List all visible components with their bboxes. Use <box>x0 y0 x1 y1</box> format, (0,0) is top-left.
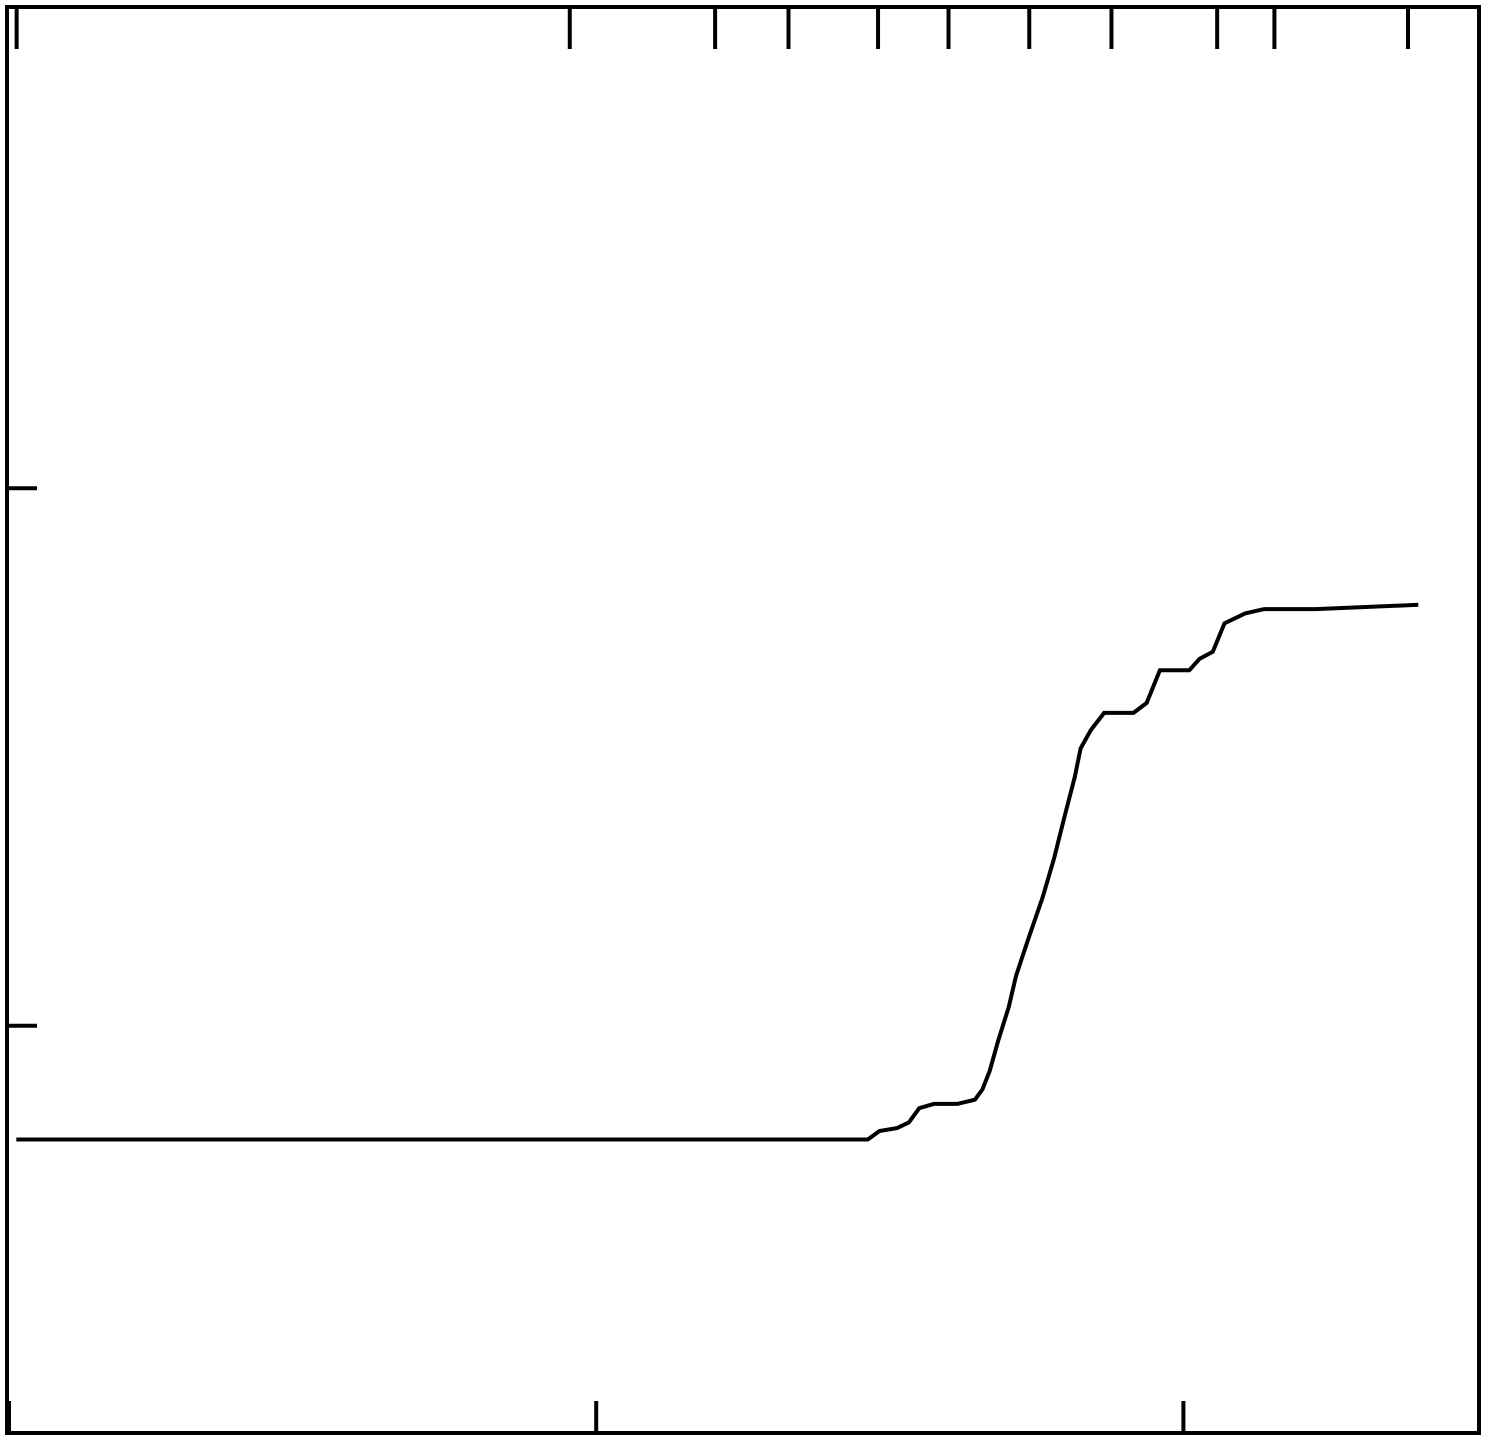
axis-ticks <box>7 9 1411 1431</box>
plot-frame <box>5 5 1481 1435</box>
series-line <box>16 602 1419 1142</box>
